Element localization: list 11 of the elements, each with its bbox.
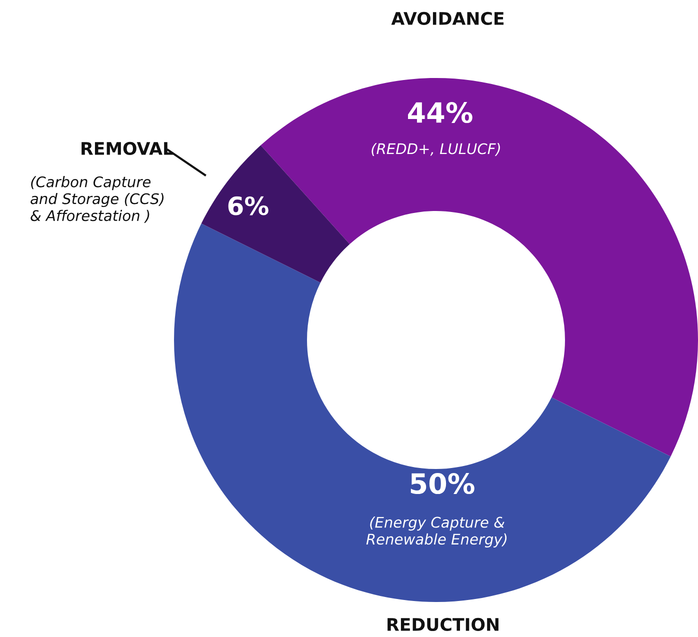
slice-label: AVOIDANCE (391, 12, 504, 26)
text: (Energy Capture & Renewable Energy) (366, 516, 507, 548)
slice-label: REDUCTION (388, 618, 498, 632)
donut-slice (201, 145, 350, 283)
data-label: 50% (410, 473, 474, 494)
data-label: 44% (408, 102, 472, 124)
donut-slice (174, 224, 671, 602)
slice-label: REMOVAL (82, 142, 174, 156)
text: (REDD+, LULUCF) (372, 142, 500, 156)
text: (Carbon Capture and Storage (CCS) & Afforestation ) (30, 176, 164, 223)
data-label: 6% (228, 196, 268, 216)
